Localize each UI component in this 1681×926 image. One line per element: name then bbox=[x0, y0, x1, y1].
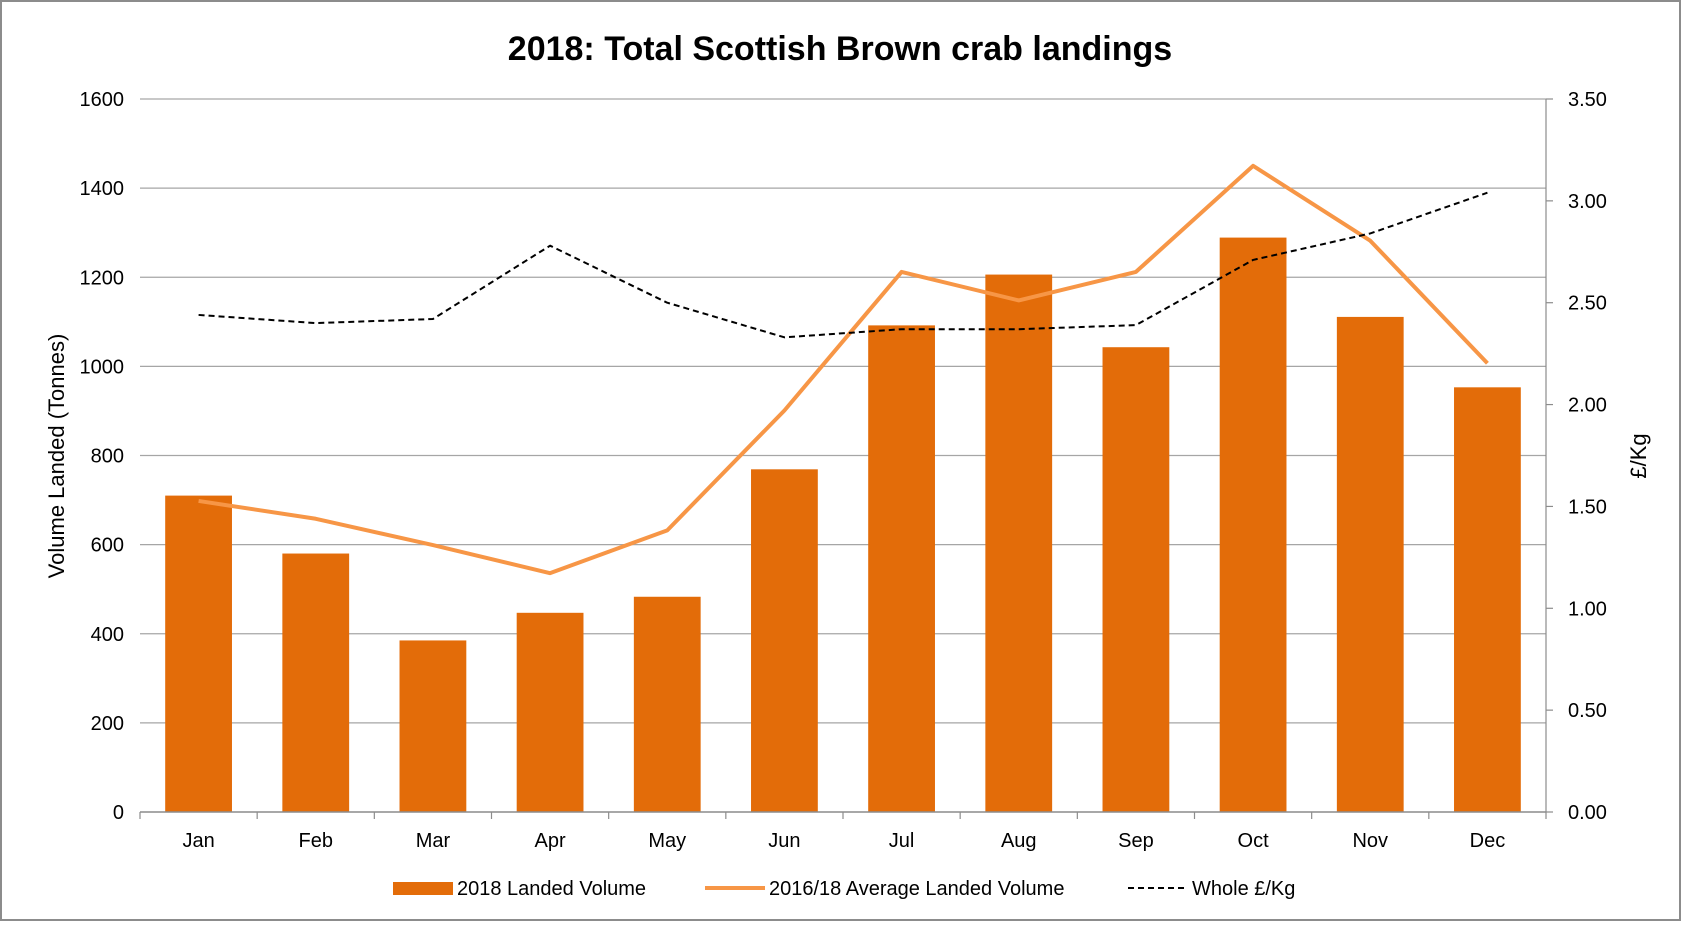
bar bbox=[868, 325, 935, 812]
y-tick-label: 1400 bbox=[80, 178, 125, 200]
y-tick-label: 600 bbox=[91, 535, 124, 557]
bar bbox=[282, 553, 350, 812]
x-tick-label: Mar bbox=[416, 830, 451, 852]
y-tick-label: 1600 bbox=[80, 89, 125, 111]
y-tick-label: 0 bbox=[113, 802, 124, 824]
y2-tick-label: 2.50 bbox=[1568, 293, 1607, 315]
bar bbox=[633, 596, 701, 812]
y2-tick-label: 2.00 bbox=[1568, 395, 1607, 417]
bar bbox=[165, 495, 232, 812]
y-tick-label: 800 bbox=[91, 446, 124, 468]
price-line bbox=[198, 191, 1488, 339]
bar bbox=[985, 274, 1053, 812]
legend-swatch bbox=[393, 882, 453, 895]
y-axis-label: Volume Landed (Tonnes) bbox=[44, 334, 69, 579]
legend-label: 2016/18 Average Landed Volume bbox=[769, 878, 1064, 900]
x-tick-label: Jul bbox=[889, 830, 915, 852]
x-tick-label: Oct bbox=[1238, 830, 1270, 852]
legend-label: Whole £/Kg bbox=[1192, 878, 1295, 900]
x-tick-label: Jan bbox=[182, 830, 214, 852]
y2-tick-label: 1.00 bbox=[1568, 598, 1607, 620]
y2-tick-label: 0.50 bbox=[1568, 700, 1607, 722]
x-tick-label: May bbox=[648, 830, 686, 852]
bar bbox=[1219, 237, 1287, 813]
y-tick-label: 1000 bbox=[80, 356, 125, 378]
legend-label: 2018 Landed Volume bbox=[457, 878, 646, 900]
y2-tick-label: 1.50 bbox=[1568, 496, 1607, 518]
gridlines bbox=[140, 98, 1546, 724]
bar bbox=[1336, 316, 1404, 812]
y-tick-label: 400 bbox=[91, 624, 124, 646]
line-series bbox=[198, 163, 1489, 576]
x-tick-label: Apr bbox=[535, 830, 566, 852]
bar bbox=[1454, 387, 1521, 812]
bar bbox=[1102, 347, 1170, 812]
x-tick-label: Feb bbox=[299, 830, 333, 852]
y-tick-label: 1200 bbox=[80, 267, 125, 289]
x-tick-label: Aug bbox=[1001, 830, 1037, 852]
bar bbox=[516, 612, 584, 812]
bar bbox=[399, 640, 467, 812]
bar bbox=[751, 469, 818, 812]
x-tick-label: Sep bbox=[1118, 830, 1154, 852]
y2-tick-label: 0.00 bbox=[1568, 802, 1607, 824]
y2-tick-label: 3.00 bbox=[1568, 191, 1607, 213]
y2-tick-label: 3.50 bbox=[1568, 89, 1607, 111]
legend: 2018 Landed Volume 2016/18 Average Landed… bbox=[393, 878, 1295, 900]
x-tick-label: Dec bbox=[1470, 830, 1506, 852]
chart-title: 2018: Total Scottish Brown crab landings bbox=[508, 30, 1172, 68]
x-tick-label: Nov bbox=[1352, 830, 1388, 852]
bar-series bbox=[165, 237, 1521, 813]
y2-axis-label: £/Kg bbox=[1626, 433, 1651, 478]
axes: 0 200 400 600 800 1000 1200 1400 1600 0.00 0.50 1.0… bbox=[80, 89, 1607, 852]
average-line bbox=[198, 163, 1489, 576]
x-tick-label: Jun bbox=[768, 830, 800, 852]
y-tick-label: 200 bbox=[91, 713, 124, 735]
